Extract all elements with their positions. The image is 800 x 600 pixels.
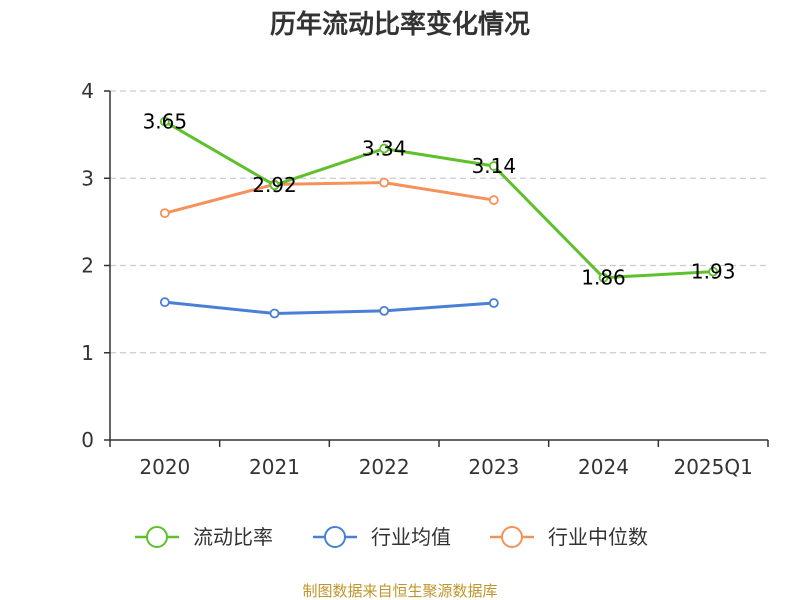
x-tick-label: 2023 bbox=[468, 455, 519, 479]
legend[interactable]: 流动比率 行业均值 行业中位数 bbox=[135, 525, 648, 549]
legend-circle-swatch bbox=[501, 526, 523, 548]
data-labels: 3.65 2.92 3.34 3.14 1.86 1.93 bbox=[143, 110, 736, 290]
data-label: 3.34 bbox=[362, 137, 407, 161]
data-label: 3.65 bbox=[143, 110, 188, 134]
legend-label: 流动比率 bbox=[193, 525, 273, 549]
x-tick-label: 2022 bbox=[359, 455, 410, 479]
data-point[interactable] bbox=[488, 195, 499, 205]
y-tick-label: 2 bbox=[81, 254, 94, 278]
data-point[interactable] bbox=[379, 143, 390, 154]
data-point[interactable] bbox=[598, 272, 609, 283]
series-lines bbox=[159, 116, 719, 319]
y-tick-label: 1 bbox=[81, 341, 94, 365]
y-tick-label: 0 bbox=[81, 428, 94, 452]
legend-circle-swatch bbox=[324, 526, 346, 548]
chart-title: 历年流动比率变化情况 bbox=[270, 9, 530, 40]
axes: 0 1 2 3 4 2020 2021 2022 2023 2024 2025Q1 bbox=[81, 79, 769, 479]
legend-label: 行业中位数 bbox=[548, 525, 648, 549]
series-line-1 bbox=[163, 300, 496, 315]
data-point[interactable] bbox=[379, 305, 390, 316]
data-point[interactable] bbox=[159, 116, 170, 127]
data-point[interactable] bbox=[159, 208, 170, 219]
legend-label: 行业均值 bbox=[371, 525, 451, 549]
x-tick-label: 2021 bbox=[249, 455, 300, 479]
data-point[interactable] bbox=[159, 297, 170, 308]
legend-circle-swatch bbox=[146, 526, 168, 548]
x-tick-label: 2020 bbox=[139, 455, 190, 479]
data-point[interactable] bbox=[488, 161, 499, 171]
data-label: 1.93 bbox=[691, 260, 736, 284]
legend-item-1[interactable]: 行业均值 bbox=[313, 525, 451, 549]
data-point[interactable] bbox=[269, 308, 280, 319]
legend-item-2[interactable]: 行业中位数 bbox=[490, 525, 648, 549]
data-label: 3.14 bbox=[472, 154, 517, 178]
source-note: 制图数据来自恒生聚源数据库 bbox=[302, 582, 497, 600]
y-tick-label: 4 bbox=[81, 79, 94, 103]
data-point[interactable] bbox=[488, 298, 499, 308]
grid-lines bbox=[110, 90, 768, 354]
series-line-2 bbox=[163, 181, 496, 215]
data-point[interactable] bbox=[379, 177, 390, 188]
legend-item-0[interactable]: 流动比率 bbox=[135, 525, 273, 549]
series-line-0 bbox=[163, 120, 715, 280]
y-tick-label: 3 bbox=[81, 166, 94, 190]
x-tick-label: 2025Q1 bbox=[673, 455, 752, 479]
data-label: 2.92 bbox=[252, 173, 297, 197]
data-point[interactable] bbox=[708, 266, 719, 277]
x-tick-label: 2024 bbox=[578, 455, 629, 479]
data-label: 1.86 bbox=[581, 266, 626, 290]
data-point[interactable] bbox=[269, 180, 280, 191]
